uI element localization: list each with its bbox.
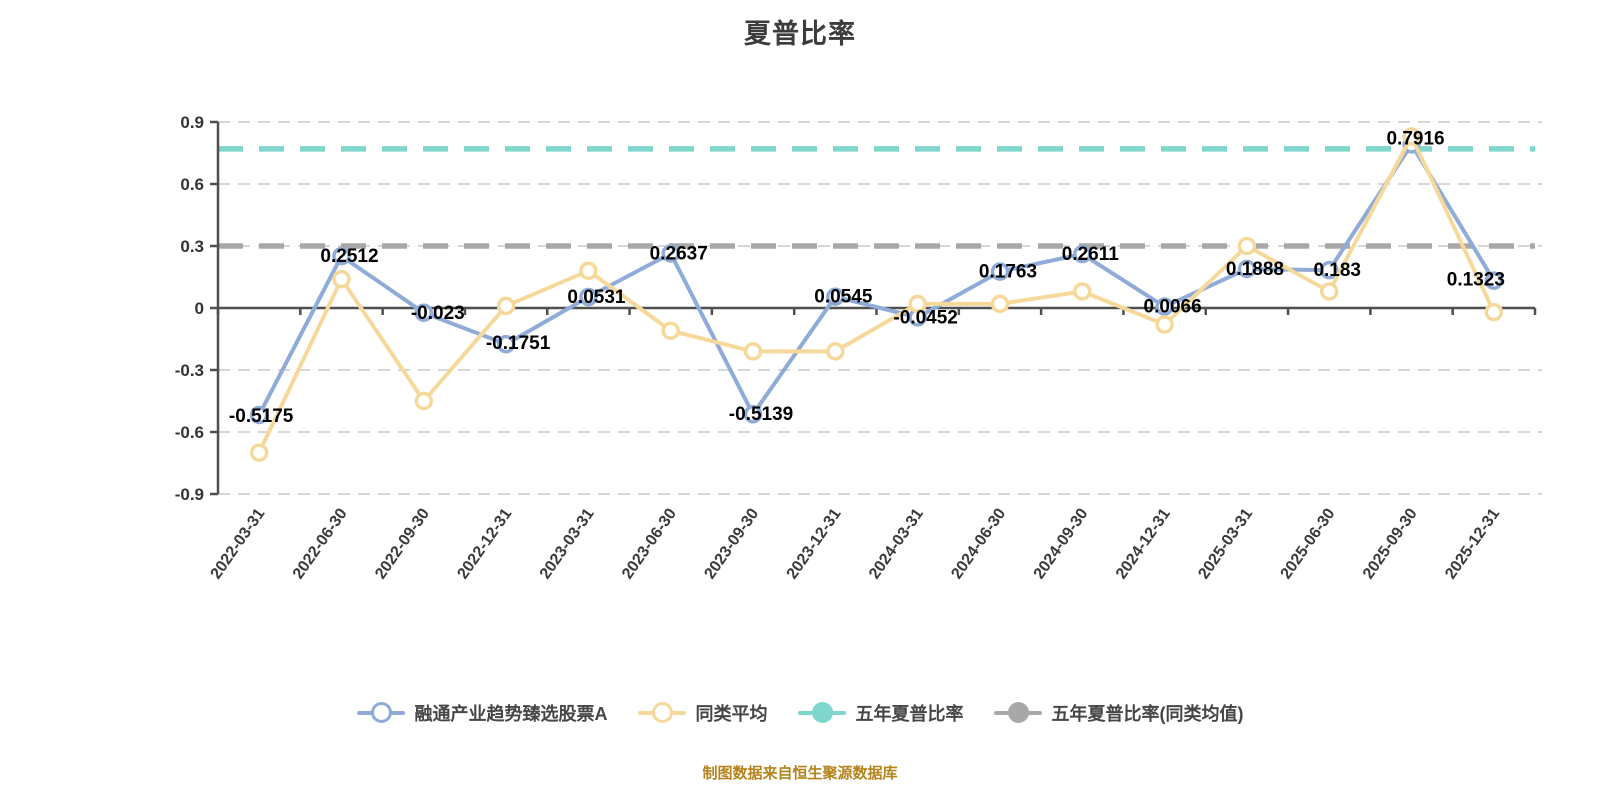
svg-text:2023-06-30: 2023-06-30 (619, 505, 680, 582)
svg-text:0.0545: 0.0545 (814, 287, 873, 308)
series-data-labels: -0.5175 0.2512 -0.023 -0.1751 0.0531 0.2637 -0… (229, 128, 1505, 427)
data-point (332, 246, 351, 266)
legend-item-label: 融通产业趋势臻选股票A (414, 704, 608, 724)
data-point (1484, 302, 1504, 322)
data-point (661, 321, 680, 340)
svg-text:0.0066: 0.0066 (1144, 297, 1202, 318)
svg-text:2025-06-30: 2025-06-30 (1278, 505, 1339, 582)
svg-text:0.1888: 0.1888 (1226, 259, 1284, 280)
svg-text:0.9: 0.9 (180, 113, 204, 132)
svg-text:0.2611: 0.2611 (1062, 244, 1119, 265)
svg-text:0.1763: 0.1763 (979, 262, 1037, 283)
data-point (249, 443, 269, 462)
series-同类平均 (249, 127, 1504, 462)
legend-item-label: 五年夏普比率(同类均值) (1051, 704, 1244, 724)
legend-item-label: 同类平均 (695, 704, 768, 724)
y-axis-labels: 0.9 0.6 0.3 0 -0.3 -0.6 -0.9 (175, 113, 204, 504)
svg-text:-0.5175: -0.5175 (229, 406, 294, 427)
data-point (1319, 260, 1339, 280)
svg-text:2023-12-31: 2023-12-31 (784, 505, 845, 582)
svg-text:2022-09-30: 2022-09-30 (372, 505, 433, 582)
svg-text:2024-06-30: 2024-06-30 (948, 505, 1009, 582)
data-point (743, 404, 763, 424)
reference-hlines (218, 146, 1535, 249)
chart-legend: 融通产业趋势臻选股票A 同类平均 五年夏普比率 五年夏普比率(同类均值) (0, 700, 1600, 726)
data-point (1073, 244, 1092, 264)
chart-title: 夏普比率 (744, 19, 856, 49)
svg-text:2024-09-30: 2024-09-30 (1031, 505, 1092, 582)
svg-text:2022-12-31: 2022-12-31 (455, 505, 516, 582)
svg-text:-0.3: -0.3 (175, 361, 204, 380)
svg-text:2022-03-31: 2022-03-31 (208, 505, 269, 582)
svg-text:2024-12-31: 2024-12-31 (1113, 505, 1174, 582)
legend-item-3[interactable]: 五年夏普比率(同类均值) (993, 700, 1244, 726)
data-point (332, 269, 351, 289)
svg-text:-0.6: -0.6 (175, 423, 204, 442)
data-point (249, 405, 269, 425)
svg-text:2022-06-30: 2022-06-30 (290, 505, 351, 582)
data-point (414, 391, 434, 411)
data-point (414, 303, 434, 323)
svg-text:0.1323: 0.1323 (1447, 270, 1505, 291)
svg-text:-0.0452: -0.0452 (893, 307, 957, 328)
legend-item-1[interactable]: 同类平均 (637, 700, 768, 726)
data-point (1402, 127, 1421, 146)
data-source-caption: 制图数据来自恒生聚源数据库 (702, 765, 898, 782)
data-point (1237, 236, 1257, 256)
legend-item-2[interactable]: 五年夏普比率 (797, 700, 964, 726)
svg-text:2025-09-30: 2025-09-30 (1360, 505, 1421, 582)
data-point (579, 287, 598, 307)
data-point (826, 287, 845, 306)
data-point (661, 244, 680, 263)
legend-line-dot-icon (797, 701, 846, 725)
svg-text:0.0531: 0.0531 (567, 287, 626, 308)
data-point (908, 294, 927, 314)
svg-text:-0.9: -0.9 (175, 485, 204, 504)
x-axis-labels: 2022-03-31 2022-06-30 2022-09-30 2022-12-31… (208, 505, 1504, 582)
data-point (1073, 282, 1092, 301)
data-point (1484, 271, 1504, 290)
legend-item-0[interactable]: 融通产业趋势臻选股票A (356, 700, 608, 726)
svg-text:0.183: 0.183 (1313, 260, 1361, 281)
svg-text:-0.5139: -0.5139 (729, 404, 793, 425)
data-point (496, 296, 516, 316)
svg-text:-0.023: -0.023 (411, 303, 465, 324)
svg-text:-0.1751: -0.1751 (486, 333, 551, 354)
data-point (990, 262, 1010, 281)
data-point (496, 334, 516, 354)
data-point (579, 261, 598, 281)
data-point (1155, 297, 1174, 316)
svg-text:0.2512: 0.2512 (320, 246, 378, 267)
svg-text:0: 0 (195, 299, 204, 318)
svg-text:2025-03-31: 2025-03-31 (1195, 505, 1256, 582)
svg-text:2023-03-31: 2023-03-31 (537, 505, 598, 582)
data-point (826, 342, 845, 361)
data-point (1319, 282, 1339, 301)
legend-line-dot-icon (993, 701, 1042, 725)
data-point (990, 294, 1010, 314)
data-point (1237, 259, 1257, 279)
svg-text:0.6: 0.6 (180, 175, 204, 194)
svg-text:2023-09-30: 2023-09-30 (701, 505, 762, 582)
svg-text:2024-03-31: 2024-03-31 (866, 505, 927, 582)
data-point (1155, 315, 1174, 334)
svg-text:0.3: 0.3 (180, 237, 204, 256)
legend-line-dot-icon (637, 701, 686, 725)
svg-text:0.2637: 0.2637 (650, 244, 708, 265)
svg-text:2025-12-31: 2025-12-31 (1442, 505, 1503, 582)
legend-line-dot-icon (356, 701, 405, 725)
data-point (743, 342, 763, 361)
legend-item-label: 五年夏普比率 (855, 704, 964, 724)
svg-text:0.7916: 0.7916 (1386, 128, 1444, 149)
